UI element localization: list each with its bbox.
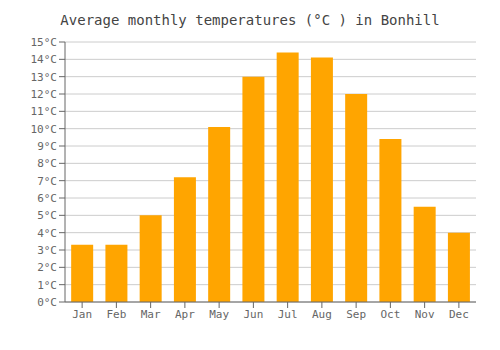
svg-text:Sep: Sep: [346, 308, 366, 321]
svg-text:0°C: 0°C: [37, 296, 57, 309]
svg-text:Mar: Mar: [141, 308, 161, 321]
svg-text:15°C: 15°C: [31, 36, 58, 49]
svg-text:May: May: [209, 308, 229, 321]
svg-text:Apr: Apr: [175, 308, 195, 321]
svg-text:Jun: Jun: [243, 308, 263, 321]
svg-text:4°C: 4°C: [37, 227, 57, 240]
svg-text:12°C: 12°C: [31, 88, 58, 101]
svg-text:9°C: 9°C: [37, 140, 57, 153]
html-text:Average monthly temperatures (: Average monthly temperatures (°C ) in Bo…: [60, 12, 440, 28]
svg-text:Feb: Feb: [106, 308, 126, 321]
svg-text:Jan: Jan: [72, 308, 92, 321]
svg-text:5°C: 5°C: [37, 209, 57, 222]
svg-text:6°C: 6°C: [37, 192, 57, 205]
svg-text:Nov: Nov: [415, 308, 435, 321]
svg-text:10°C: 10°C: [31, 123, 58, 136]
svg-text:Oct: Oct: [380, 308, 400, 321]
svg-text:3°C: 3°C: [37, 244, 57, 257]
svg-text:2°C: 2°C: [37, 261, 57, 274]
svg-text:13°C: 13°C: [31, 71, 58, 84]
svg-text:Aug: Aug: [312, 308, 332, 321]
svg-text:14°C: 14°C: [31, 53, 58, 66]
svg-text:Dec: Dec: [449, 308, 469, 321]
svg-text:Jul: Jul: [278, 308, 298, 321]
svg-text:11°C: 11°C: [31, 105, 58, 118]
svg-text:8°C: 8°C: [37, 157, 57, 170]
svg-text:7°C: 7°C: [37, 175, 57, 188]
svg-text:1°C: 1°C: [37, 279, 57, 292]
